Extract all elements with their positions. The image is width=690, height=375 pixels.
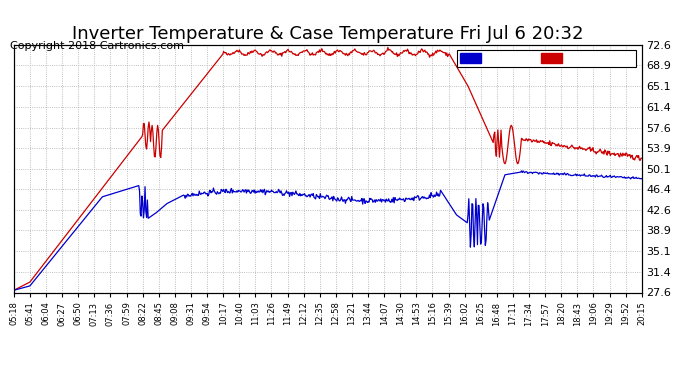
Text: Copyright 2018 Cartronics.com: Copyright 2018 Cartronics.com	[10, 41, 184, 51]
Title: Inverter Temperature & Case Temperature Fri Jul 6 20:32: Inverter Temperature & Case Temperature …	[72, 26, 584, 44]
Legend: Case  (°C), Inverter  (°C): Case (°C), Inverter (°C)	[457, 50, 636, 67]
